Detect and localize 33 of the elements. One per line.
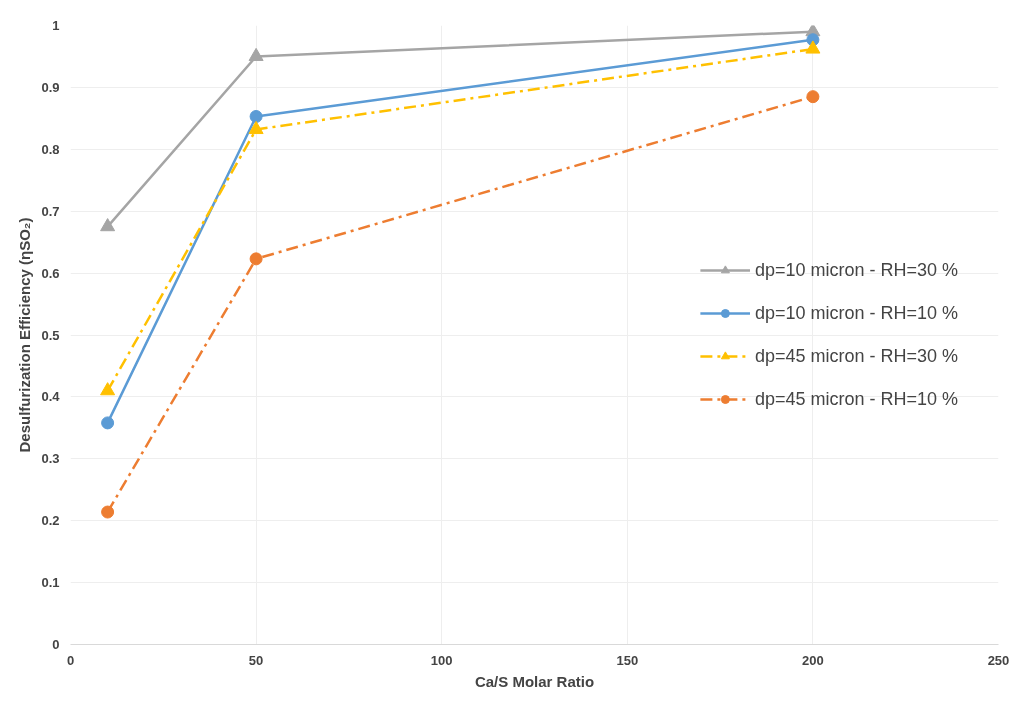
x-tick-label: 200 xyxy=(802,652,824,668)
x-tick-label: 150 xyxy=(616,652,639,668)
y-tick-label: 0.8 xyxy=(41,141,60,157)
x-tick-label: 50 xyxy=(248,652,264,668)
point xyxy=(100,218,116,232)
x-tick-label: 250 xyxy=(987,652,1010,668)
x-tick-label: 100 xyxy=(430,652,453,668)
y-tick-label: 0.6 xyxy=(41,265,60,281)
x-tick-label: 0 xyxy=(66,652,75,668)
y-tick-label: 1 xyxy=(52,18,60,33)
y-axis-title: Desulfurization Efficiency (ηSO₂) xyxy=(16,217,34,453)
point xyxy=(101,416,115,430)
y-tick-label: 0.4 xyxy=(41,389,61,405)
y-tick-label: 0.2 xyxy=(41,513,60,529)
point xyxy=(248,47,264,61)
y-tick-label: 0.5 xyxy=(41,327,60,343)
point xyxy=(805,40,821,54)
point xyxy=(806,90,820,104)
y-tick-label: 0.7 xyxy=(41,203,60,219)
legend-label: dp=45 micron - RH=10 % xyxy=(754,388,958,410)
point xyxy=(249,252,263,266)
y-tick-label: 0.1 xyxy=(41,575,60,591)
y-tick-label: 0.9 xyxy=(41,79,60,95)
point xyxy=(101,505,115,519)
point xyxy=(100,382,116,396)
point xyxy=(248,120,264,135)
x-axis-title: Ca/S Molar Ratio xyxy=(474,672,595,690)
legend-label: dp=45 micron - RH=30 % xyxy=(754,345,958,367)
y-tick-label: 0.3 xyxy=(41,451,60,467)
point xyxy=(249,110,263,123)
y-tick-label: 0 xyxy=(52,637,60,652)
legend-label: dp=10 micron - RH=10 % xyxy=(754,302,958,324)
legend-label: dp=10 micron - RH=30 % xyxy=(754,259,958,281)
